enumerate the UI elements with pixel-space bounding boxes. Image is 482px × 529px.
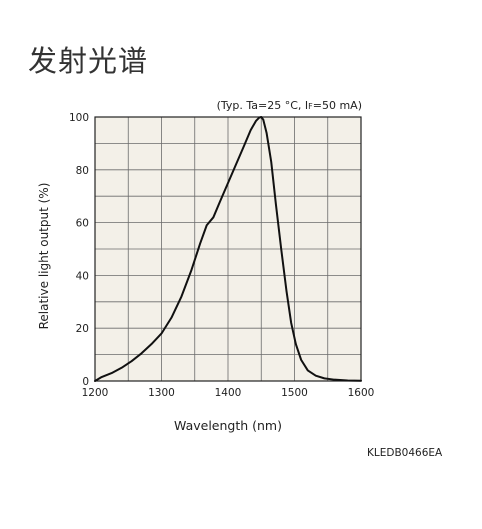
page-title: 发射光谱 bbox=[28, 44, 149, 78]
tick-labels: 1200 1300 1400 1500 1600 0 20 40 60 80 100 bbox=[69, 112, 374, 399]
figure-code: KLEDB0466EA bbox=[367, 447, 443, 459]
test-conditions: (Typ. Ta=25 °C, IF=50 mA) bbox=[217, 99, 362, 112]
x-tick-label: 1500 bbox=[281, 387, 308, 399]
y-tick-label: 20 bbox=[76, 323, 89, 335]
spectrum-line bbox=[94, 116, 362, 382]
conditions-subscript: F bbox=[308, 102, 313, 111]
conditions-suffix: =50 mA) bbox=[312, 99, 362, 112]
x-axis-label: Wavelength (nm) bbox=[174, 418, 282, 433]
plot-frame bbox=[94, 116, 362, 382]
y-tick-label: 60 bbox=[76, 218, 89, 230]
grid bbox=[94, 116, 362, 382]
x-tick-label: 1400 bbox=[215, 387, 242, 399]
y-tick-label: 80 bbox=[76, 165, 89, 177]
x-tick-label: 1200 bbox=[82, 387, 109, 399]
series-layer bbox=[94, 116, 362, 382]
y-tick-label: 100 bbox=[69, 112, 89, 124]
y-tick-label: 0 bbox=[82, 376, 89, 388]
x-tick-label: 1600 bbox=[348, 387, 375, 399]
conditions-prefix: (Typ. Ta=25 °C, I bbox=[216, 99, 309, 112]
y-tick-label: 40 bbox=[76, 270, 89, 282]
x-tick-label: 1300 bbox=[148, 387, 175, 399]
y-axis-label: Relative light output (%) bbox=[37, 182, 51, 330]
